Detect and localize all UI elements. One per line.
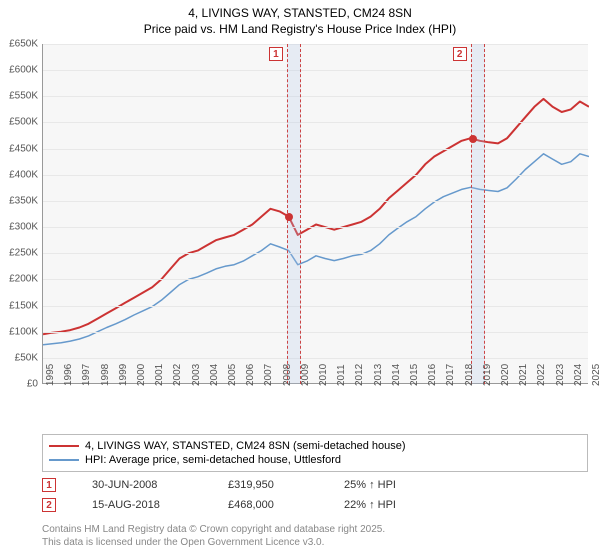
x-axis-label: 1998 — [100, 364, 111, 386]
gridline — [43, 149, 588, 150]
x-axis-label: 1996 — [63, 364, 74, 386]
x-axis-label: 2007 — [263, 364, 274, 386]
gridline — [43, 253, 588, 254]
legend-row: 4, LIVINGS WAY, STANSTED, CM24 8SN (semi… — [49, 439, 581, 453]
x-axis-label: 2011 — [336, 364, 347, 386]
footer-line2: This data is licensed under the Open Gov… — [42, 537, 385, 550]
x-axis-label: 2004 — [209, 364, 220, 386]
x-axis-label: 1999 — [118, 364, 129, 386]
series-line — [43, 154, 589, 345]
x-axis-label: 2016 — [427, 364, 438, 386]
x-axis-label: 2009 — [300, 364, 311, 386]
x-axis-label: 2013 — [373, 364, 384, 386]
transaction-date: 15-AUG-2018 — [92, 499, 192, 511]
gridline — [43, 332, 588, 333]
footer-line1: Contains HM Land Registry data © Crown c… — [42, 524, 385, 537]
legend-swatch — [49, 459, 79, 461]
x-axis-label: 1995 — [45, 364, 56, 386]
x-axis-label: 2000 — [136, 364, 147, 386]
band-marker-label: 2 — [453, 47, 467, 61]
series-line — [43, 99, 589, 334]
highlight-band — [471, 44, 486, 384]
gridline — [43, 279, 588, 280]
transaction-diff: 22% ↑ HPI — [344, 499, 444, 511]
y-axis-label: £300K — [9, 222, 38, 233]
legend-label: 4, LIVINGS WAY, STANSTED, CM24 8SN (semi… — [85, 440, 406, 452]
x-axis-label: 2025 — [591, 364, 600, 386]
x-axis-label: 2002 — [172, 364, 183, 386]
data-point-marker — [469, 135, 477, 143]
y-axis-label: £450K — [9, 143, 38, 154]
y-axis-label: £350K — [9, 195, 38, 206]
y-axis-label: £500K — [9, 117, 38, 128]
x-axis-label: 2005 — [227, 364, 238, 386]
x-axis-label: 2023 — [555, 364, 566, 386]
gridline — [43, 70, 588, 71]
x-axis-label: 2017 — [445, 364, 456, 386]
x-axis-label: 2012 — [354, 364, 365, 386]
transaction-price: £468,000 — [228, 499, 308, 511]
transaction-row: 1 30-JUN-2008 £319,950 25% ↑ HPI — [42, 478, 444, 492]
title-line2: Price paid vs. HM Land Registry's House … — [0, 22, 600, 38]
x-axis-label: 2024 — [573, 364, 584, 386]
y-axis-label: £650K — [9, 39, 38, 50]
title-line1: 4, LIVINGS WAY, STANSTED, CM24 8SN — [0, 6, 600, 22]
chart-title: 4, LIVINGS WAY, STANSTED, CM24 8SN Price… — [0, 0, 600, 37]
transaction-marker: 1 — [42, 478, 56, 492]
gridline — [43, 201, 588, 202]
chart-plot: 12 — [42, 44, 588, 384]
x-axis-label: 2006 — [245, 364, 256, 386]
chart-area: 12 £0£50K£100K£150K£200K£250K£300K£350K£… — [42, 44, 588, 404]
gridline — [43, 122, 588, 123]
x-axis-label: 2018 — [464, 364, 475, 386]
x-axis-label: 2020 — [500, 364, 511, 386]
y-axis-label: £0 — [27, 379, 38, 390]
x-axis-label: 2008 — [282, 364, 293, 386]
y-axis-label: £600K — [9, 65, 38, 76]
gridline — [43, 306, 588, 307]
x-axis-label: 2019 — [482, 364, 493, 386]
y-axis-label: £400K — [9, 169, 38, 180]
transactions-table: 1 30-JUN-2008 £319,950 25% ↑ HPI 2 15-AUG-201… — [42, 478, 444, 518]
transaction-diff: 25% ↑ HPI — [344, 479, 444, 491]
x-axis-label: 1997 — [81, 364, 92, 386]
x-axis-label: 2022 — [536, 364, 547, 386]
legend-label: HPI: Average price, semi-detached house,… — [85, 454, 341, 466]
y-axis-label: £250K — [9, 248, 38, 259]
x-axis-label: 2015 — [409, 364, 420, 386]
x-axis-label: 2001 — [154, 364, 165, 386]
data-point-marker — [285, 213, 293, 221]
gridline — [43, 358, 588, 359]
legend-swatch — [49, 445, 79, 447]
legend: 4, LIVINGS WAY, STANSTED, CM24 8SN (semi… — [42, 434, 588, 472]
transaction-marker: 2 — [42, 498, 56, 512]
y-axis-label: £550K — [9, 91, 38, 102]
gridline — [43, 44, 588, 45]
chart-lines — [43, 44, 589, 384]
transaction-date: 30-JUN-2008 — [92, 479, 192, 491]
y-axis-label: £50K — [15, 352, 38, 363]
footer-attribution: Contains HM Land Registry data © Crown c… — [42, 524, 385, 549]
y-axis-label: £100K — [9, 326, 38, 337]
transaction-price: £319,950 — [228, 479, 308, 491]
gridline — [43, 175, 588, 176]
transaction-row: 2 15-AUG-2018 £468,000 22% ↑ HPI — [42, 498, 444, 512]
x-axis-label: 2021 — [518, 364, 529, 386]
band-marker-label: 1 — [269, 47, 283, 61]
x-axis-label: 2014 — [391, 364, 402, 386]
gridline — [43, 96, 588, 97]
x-axis-label: 2010 — [318, 364, 329, 386]
y-axis-label: £200K — [9, 274, 38, 285]
x-axis-label: 2003 — [191, 364, 202, 386]
y-axis-label: £150K — [9, 300, 38, 311]
gridline — [43, 227, 588, 228]
legend-row: HPI: Average price, semi-detached house,… — [49, 453, 581, 467]
